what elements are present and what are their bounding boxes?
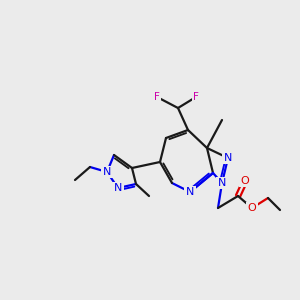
Text: F: F xyxy=(154,92,160,102)
Text: N: N xyxy=(218,178,226,188)
Text: N: N xyxy=(186,187,194,197)
Text: N: N xyxy=(103,167,111,177)
Text: O: O xyxy=(241,176,249,186)
Text: O: O xyxy=(248,203,256,213)
Text: N: N xyxy=(224,153,232,163)
Text: F: F xyxy=(193,92,199,102)
Text: N: N xyxy=(114,183,122,193)
